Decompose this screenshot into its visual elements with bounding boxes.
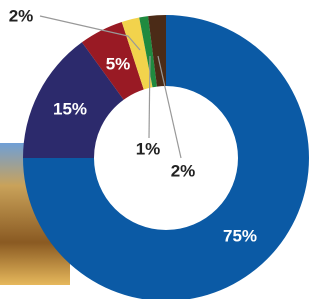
data-label: 15% [53,99,87,118]
chart: 75% 15% 5% 2% 1% 2% [0,0,309,299]
donut [23,15,309,299]
data-label: 75% [223,226,257,245]
data-label: 5% [106,54,131,73]
data-label: 2% [171,161,196,180]
data-label: 2% [9,6,34,25]
data-label: 1% [136,139,161,158]
